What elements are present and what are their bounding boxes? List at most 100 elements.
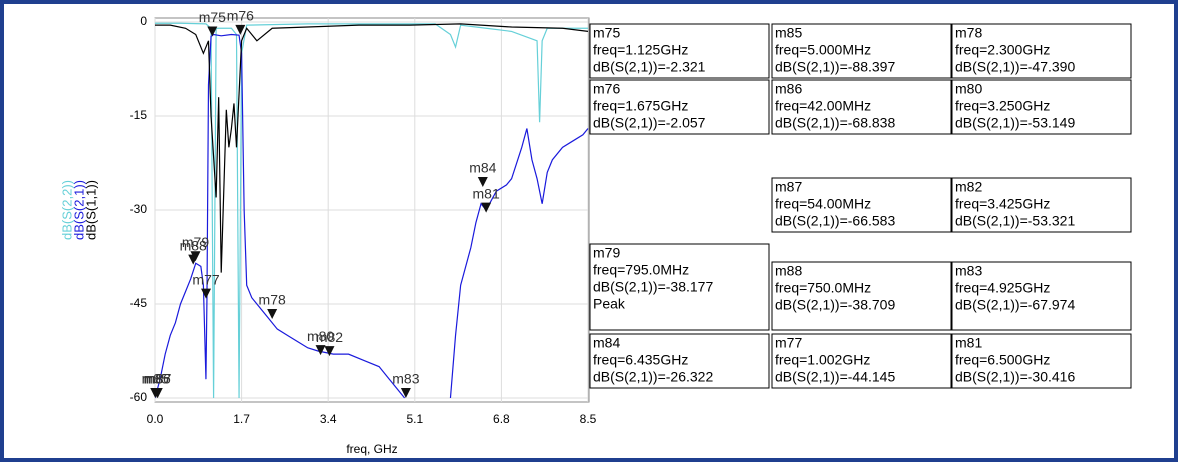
readout-box xyxy=(951,261,1132,331)
x-tick-label: 8.5 xyxy=(580,412,597,426)
x-tick-label: 3.4 xyxy=(320,412,337,426)
marker xyxy=(400,388,411,398)
readout-box xyxy=(951,23,1132,79)
marker-label: m81 xyxy=(473,185,500,201)
marker xyxy=(315,345,326,356)
marker xyxy=(477,176,488,187)
readout-line: dB(S(2,1))=-88.397 xyxy=(775,59,895,75)
readout-box xyxy=(771,177,952,233)
readout-line: freq=2.300GHz xyxy=(955,42,1050,58)
readout-line: dB(S(2,1))=-66.583 xyxy=(775,213,895,229)
marker xyxy=(201,288,212,299)
readout-line: freq=1.125GHz xyxy=(593,42,688,58)
series-line xyxy=(155,22,588,399)
readout-name: m81 xyxy=(955,335,982,351)
readout-line: dB(S(2,1))=-44.145 xyxy=(775,369,895,385)
marker xyxy=(324,346,335,357)
readout-line: freq=3.250GHz xyxy=(955,98,1050,114)
readout-box xyxy=(589,333,770,389)
legend-label: dB(S(1,1)) xyxy=(83,180,98,240)
readout-line: freq=54.00MHz xyxy=(775,196,871,212)
readout-name: m83 xyxy=(955,263,982,279)
readout-name: m86 xyxy=(775,81,802,97)
readout-name: m76 xyxy=(593,81,620,97)
readout-line: freq=5.000MHz xyxy=(775,42,871,58)
marker xyxy=(188,254,199,265)
readout-line: dB(S(2,1))=-26.322 xyxy=(593,369,713,385)
y-tick-label: -45 xyxy=(130,296,148,310)
readout-box xyxy=(771,79,952,135)
readout-line: freq=1.675GHz xyxy=(593,98,688,114)
marker xyxy=(267,308,278,319)
readout-box xyxy=(771,23,952,79)
legend-label: dB(S(2,2)) xyxy=(59,180,74,240)
readout-line: dB(S(2,1))=-2.057 xyxy=(593,115,706,131)
marker-label: m79 xyxy=(182,234,209,250)
x-tick-label: 1.7 xyxy=(233,412,250,426)
readout-line: freq=6.435GHz xyxy=(593,352,688,368)
marker-label: m78 xyxy=(259,292,286,308)
y-tick-label: 0 xyxy=(140,14,147,28)
marker xyxy=(235,24,246,35)
readout-box xyxy=(589,79,770,135)
readout-line: freq=3.425GHz xyxy=(955,196,1050,212)
readout-name: m84 xyxy=(593,335,620,351)
readout-box xyxy=(951,177,1132,233)
readout-line: dB(S(2,1))=-2.321 xyxy=(593,59,706,75)
readout-name: m79 xyxy=(593,245,620,261)
readout-line: dB(S(2,1))=-53.321 xyxy=(955,213,1075,229)
readout-line: freq=4.925GHz xyxy=(955,280,1050,296)
y-tick-label: -30 xyxy=(130,202,148,216)
readout-line: freq=750.0MHz xyxy=(775,280,871,296)
marker xyxy=(207,26,218,37)
marker-label: m75 xyxy=(199,9,226,25)
readout-line: freq=795.0MHz xyxy=(593,262,689,278)
readout-name: m75 xyxy=(593,25,620,41)
readout-line: freq=42.00MHz xyxy=(775,98,871,114)
marker-label: m84 xyxy=(469,160,496,176)
marker-label: m85 xyxy=(142,371,169,387)
readout-line: dB(S(2,1))=-47.390 xyxy=(955,59,1075,75)
readout-name: m85 xyxy=(775,25,802,41)
marker-label: m88 xyxy=(180,237,207,253)
series-line xyxy=(155,33,589,399)
plot-area xyxy=(155,22,589,399)
marker-label: m87 xyxy=(144,371,171,387)
readout-box xyxy=(951,333,1132,389)
readout-line: freq=1.002GHz xyxy=(775,352,870,368)
readout-line: dB(S(2,1))=-30.416 xyxy=(955,369,1075,385)
readout-line: freq=6.500GHz xyxy=(955,352,1050,368)
readout-name: m87 xyxy=(775,179,802,195)
y-tick-label: -60 xyxy=(130,390,148,404)
series-line xyxy=(155,23,589,273)
marker-label: m86 xyxy=(144,371,171,387)
readout-line: Peak xyxy=(593,296,626,312)
readout-line: dB(S(2,1))=-67.974 xyxy=(955,297,1075,313)
marker-label: m82 xyxy=(316,329,343,345)
readout-line: dB(S(2,1))=-68.838 xyxy=(775,115,895,131)
marker xyxy=(152,388,163,398)
x-tick-label: 0.0 xyxy=(147,412,164,426)
x-tick-label: 6.8 xyxy=(493,412,510,426)
readout-name: m88 xyxy=(775,263,802,279)
marker xyxy=(481,202,492,213)
readout-name: m82 xyxy=(955,179,982,195)
marker-label: m83 xyxy=(392,371,419,387)
readout-line: dB(S(2,1))=-38.177 xyxy=(593,279,713,295)
readout-box xyxy=(771,333,952,389)
readout-line: dB(S(2,1))=-38.709 xyxy=(775,297,895,313)
marker-label: m76 xyxy=(227,8,254,24)
readout-name: m78 xyxy=(955,25,982,41)
readout-name: m77 xyxy=(775,335,802,351)
x-tick-label: 5.1 xyxy=(406,412,423,426)
y-tick-label: -15 xyxy=(130,108,148,122)
readout-box xyxy=(951,79,1132,135)
legend-label: dB(S(2,1)) xyxy=(71,180,86,240)
readout-box xyxy=(589,243,770,331)
x-axis-label: freq, GHz xyxy=(346,442,397,456)
readout-name: m80 xyxy=(955,81,982,97)
readout-line: dB(S(2,1))=-53.149 xyxy=(955,115,1075,131)
